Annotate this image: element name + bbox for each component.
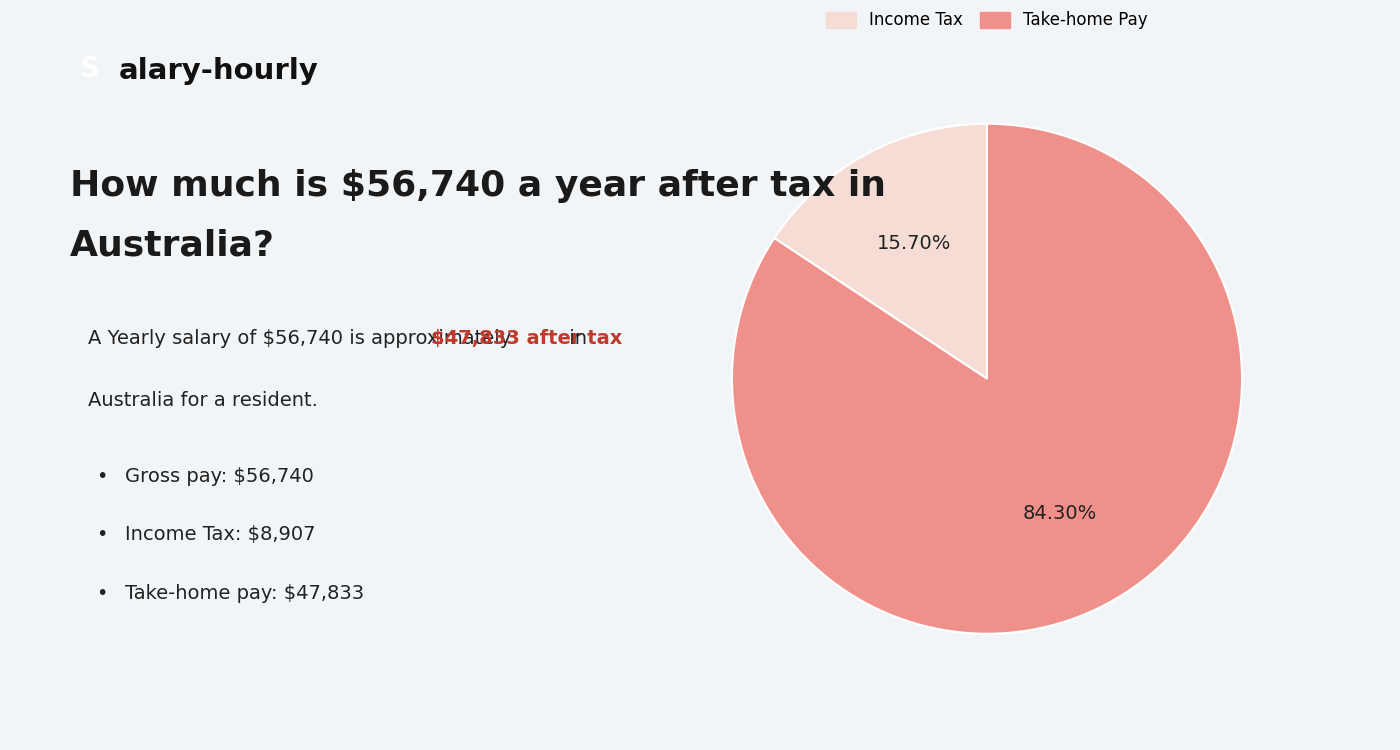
Text: •: • bbox=[97, 525, 108, 544]
Text: •: • bbox=[97, 584, 108, 603]
Text: A Yearly salary of $56,740 is approximately: A Yearly salary of $56,740 is approximat… bbox=[88, 328, 517, 348]
Text: 15.70%: 15.70% bbox=[878, 235, 952, 254]
Text: Australia for a resident.: Australia for a resident. bbox=[88, 391, 318, 410]
Text: in: in bbox=[563, 328, 588, 348]
Wedge shape bbox=[732, 124, 1242, 634]
Text: •: • bbox=[97, 466, 108, 486]
Text: Take-home pay: $47,833: Take-home pay: $47,833 bbox=[125, 584, 364, 603]
Wedge shape bbox=[774, 124, 987, 379]
Text: alary-hourly: alary-hourly bbox=[119, 57, 319, 86]
Text: Gross pay: $56,740: Gross pay: $56,740 bbox=[125, 466, 314, 486]
Text: $47,833 after tax: $47,833 after tax bbox=[431, 328, 622, 348]
Legend: Income Tax, Take-home Pay: Income Tax, Take-home Pay bbox=[819, 4, 1155, 36]
Text: Income Tax: $8,907: Income Tax: $8,907 bbox=[125, 525, 315, 544]
Text: S: S bbox=[80, 56, 99, 83]
Text: Australia?: Australia? bbox=[70, 229, 274, 262]
Text: How much is $56,740 a year after tax in: How much is $56,740 a year after tax in bbox=[70, 169, 886, 202]
Text: 84.30%: 84.30% bbox=[1022, 504, 1096, 523]
